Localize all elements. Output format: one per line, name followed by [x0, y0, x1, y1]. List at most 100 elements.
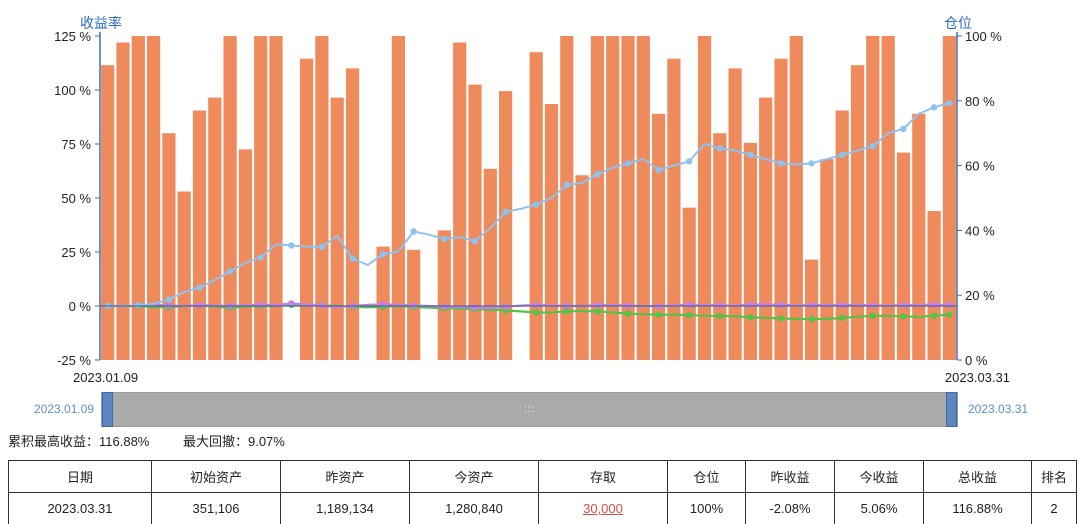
series-point	[165, 296, 173, 303]
position-bar	[713, 133, 727, 360]
cell-cash-flow: 30,000	[538, 492, 668, 524]
cash-flow-link[interactable]: 30,000	[583, 501, 623, 516]
position-bar	[453, 42, 467, 360]
cell-date: 2023.03.31	[8, 492, 152, 524]
position-bar	[805, 259, 819, 360]
right-tick-label: 60 %	[965, 159, 995, 174]
position-bar	[162, 133, 176, 360]
position-bar	[575, 175, 589, 360]
position-bar	[345, 68, 360, 361]
position-bar	[606, 36, 620, 360]
series-point	[655, 311, 662, 318]
series-point	[869, 143, 876, 150]
series-point	[471, 238, 479, 245]
cell-initial-assets: 351,106	[151, 492, 281, 524]
series-point	[502, 208, 509, 216]
series-point	[777, 160, 785, 167]
series-point	[379, 251, 387, 258]
position-bar	[866, 36, 880, 360]
position-bar	[743, 142, 757, 360]
left-tick-label: 25 %	[61, 245, 91, 260]
max-drawdown-stat: 最大回撤：9.07%	[182, 434, 285, 449]
right-tick-label: 100 %	[965, 29, 1002, 44]
position-bar	[330, 97, 344, 360]
position-bar	[147, 36, 161, 360]
left-tick-label: -25 %	[57, 353, 91, 368]
position-bars	[101, 36, 956, 361]
date-range-slider[interactable]: 2023.01.09 ::: 2023.03.31	[0, 390, 1080, 430]
x-first-label: 2023.01.09	[73, 370, 138, 385]
header-date: 日期	[8, 460, 152, 493]
slider-end-date: 2023.03.31	[968, 402, 1029, 416]
max-return-stat: 累积最高收益：116.88%	[8, 434, 150, 449]
series-point	[135, 301, 142, 309]
position-bar	[636, 36, 650, 360]
right-tick-label: 20 %	[965, 288, 995, 303]
series-point	[594, 171, 601, 178]
right-tick-label: 0 %	[965, 353, 988, 368]
series-point	[777, 301, 785, 309]
position-bar	[912, 113, 926, 360]
header-today-return: 今收益	[834, 460, 924, 493]
position-bar	[682, 207, 696, 360]
position-bar	[896, 152, 911, 360]
series-point	[777, 315, 785, 322]
slider-grip-icon[interactable]: :::	[523, 404, 536, 415]
position-bar	[499, 91, 513, 360]
series-point	[686, 158, 693, 165]
return-lines	[104, 99, 953, 323]
slider-right-handle[interactable]	[946, 392, 957, 427]
left-tick-label: 75 %	[61, 137, 91, 152]
position-bar	[881, 36, 895, 360]
series-point	[716, 312, 723, 320]
series-point	[900, 313, 907, 320]
series-point	[839, 151, 846, 158]
header-total-return: 总收益	[923, 460, 1032, 493]
position-bar	[437, 230, 451, 360]
position-bar	[483, 168, 497, 360]
series-point	[441, 235, 448, 243]
series-point	[563, 181, 570, 189]
series-point	[655, 166, 662, 174]
series-point	[716, 145, 723, 152]
series-point	[747, 314, 754, 321]
slider-track[interactable]: :::	[101, 392, 958, 427]
series-point	[946, 311, 953, 318]
position-bar	[238, 149, 252, 360]
axes	[95, 32, 962, 361]
slider-left-handle[interactable]	[102, 392, 113, 427]
position-bar	[101, 65, 115, 360]
position-bar	[759, 97, 773, 360]
series-point	[594, 308, 601, 315]
summary-stats: 累积最高收益：116.88% 最大回撤：9.07%	[8, 431, 315, 450]
x-last-label: 2023.03.31	[945, 370, 1010, 385]
position-bar	[223, 36, 237, 360]
position-bar	[621, 36, 635, 360]
cell-total-return: 116.88%	[923, 492, 1032, 524]
right-axis-title: 仓位	[944, 15, 972, 31]
series-point	[930, 301, 938, 308]
header-rank: 排名	[1031, 460, 1077, 493]
series-point	[946, 99, 953, 107]
left-tick-label: 0 %	[69, 299, 92, 314]
header-curr-assets: 今资产	[409, 460, 539, 493]
position-bar	[774, 58, 788, 360]
right-tick-label: 40 %	[965, 223, 995, 238]
series-point	[808, 160, 815, 167]
account-summary-table: 日期 初始资产 昨资产 今资产 存取 仓位 昨收益 今收益 总收益 排名 202…	[8, 460, 1077, 524]
position-bar	[177, 191, 191, 360]
series-point	[196, 284, 203, 291]
header-prev-assets: 昨资产	[280, 460, 410, 493]
header-initial-assets: 初始资产	[151, 460, 281, 493]
position-bar	[850, 65, 865, 360]
series-point	[257, 301, 264, 309]
position-bar	[116, 42, 130, 360]
series-point	[869, 302, 876, 309]
header-prev-return: 昨收益	[745, 460, 835, 493]
series-point	[624, 160, 632, 167]
series-point	[747, 301, 754, 308]
position-bar	[789, 36, 803, 360]
chart-area: 125 % 100 % 75 % 50 % 25 % 0 % -25 % 100 % 80 % 6…	[54, 29, 1010, 385]
series-point	[900, 301, 907, 309]
series-point	[808, 315, 815, 323]
